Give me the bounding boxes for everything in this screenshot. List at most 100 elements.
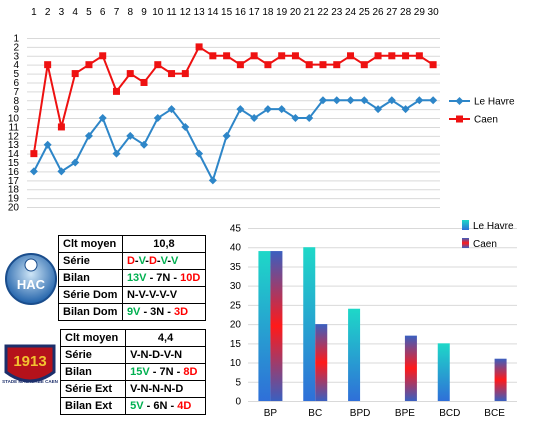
row-label: Série Dom [58, 286, 123, 304]
data-point [222, 131, 231, 140]
row-value: 15V - 7N - 8D [125, 363, 206, 381]
data-point [167, 105, 176, 114]
row-label: Bilan [59, 363, 127, 381]
x-tick-label: BPD [350, 408, 371, 419]
data-point [153, 114, 162, 123]
table-row: Bilan 15V - 7N - 8D [59, 363, 206, 381]
x-tick-label: 19 [276, 7, 288, 18]
row-label: Série [58, 252, 123, 270]
value-part: V [138, 255, 146, 267]
row-label: Clt moyen [59, 329, 127, 347]
value-part: V-N-N-N-D [130, 383, 184, 395]
data-point [29, 167, 38, 176]
x-tick-label: 24 [345, 7, 357, 18]
x-tick-label: 15 [221, 7, 233, 18]
y-tick-label: 18 [8, 185, 20, 196]
y-tick-label: 40 [230, 243, 242, 254]
x-tick-label: 21 [304, 7, 316, 18]
y-tick-label: 5 [235, 377, 241, 388]
data-point [346, 96, 355, 105]
data-point [181, 122, 190, 131]
caen-crest-icon: 1913 STADE MALHERBE CAEN [2, 344, 58, 384]
value-part: V [160, 255, 168, 267]
data-point [85, 61, 93, 69]
bar-caen [494, 358, 507, 401]
data-point [347, 52, 355, 60]
data-point [223, 52, 231, 60]
y-tick-label: 45 [230, 224, 242, 235]
data-point [57, 123, 65, 131]
data-point [415, 52, 423, 60]
value-part: - 7N - [146, 272, 181, 284]
x-tick-label: 12 [180, 7, 192, 18]
table-row: Bilan Dom 9V - 3N - 3D [58, 303, 207, 321]
row-label: Bilan Dom [58, 303, 123, 321]
x-tick-label: BPE [395, 408, 415, 419]
x-tick-label: 7 [114, 7, 120, 18]
value-part: V [171, 255, 179, 267]
havre-logo-text: HAC [17, 277, 46, 292]
data-point [98, 114, 107, 123]
value-part: - [145, 255, 149, 267]
caen-logo-text: STADE MALHERBE CAEN [2, 379, 58, 384]
x-tick-label: 22 [317, 7, 329, 18]
value-part: - 3N - [140, 306, 175, 318]
data-point [84, 131, 93, 140]
data-point [333, 61, 341, 69]
bar-havre [437, 343, 450, 401]
y-tick-label: 20 [8, 203, 20, 214]
x-tick-label: 20 [290, 7, 302, 18]
row-label: Clt moyen [58, 235, 123, 253]
table-row: Bilan 13V - 7N - 10D [58, 269, 207, 287]
data-point [429, 61, 437, 69]
value-part: - 7N - [149, 366, 184, 378]
x-tick-label: BP [264, 408, 278, 419]
x-tick-label: 29 [414, 7, 426, 18]
y-tick-label: 8 [13, 96, 19, 107]
table-row: Bilan Ext 5V - 6N - 4D [59, 397, 206, 415]
data-point [318, 96, 327, 105]
y-tick-label: 17 [8, 176, 20, 187]
y-tick-label: 14 [8, 149, 20, 160]
row-value: D-V-D-V-V [121, 252, 207, 270]
legend-label: Le Havre [473, 221, 514, 232]
data-point [236, 105, 245, 114]
bar-caen [270, 251, 283, 401]
table-row: Série Ext V-N-N-N-D [59, 380, 206, 398]
row-value: 10,8 [121, 235, 207, 253]
data-point [57, 167, 66, 176]
y-tick-label: 1 [13, 34, 19, 45]
x-tick-label: 1 [31, 7, 37, 18]
value-part: 5V [130, 400, 144, 412]
value-part: D [148, 255, 157, 267]
value-part: 9V [126, 306, 141, 318]
table-row: Clt moyen 4,4 [59, 329, 206, 347]
data-point [263, 105, 272, 114]
data-point [388, 52, 396, 60]
data-point [112, 87, 120, 95]
value-part: 4D [177, 400, 192, 412]
value-part: - 6N - [143, 400, 178, 412]
y-tick-label: 30 [230, 281, 242, 292]
value-part: 4,4 [157, 332, 174, 344]
x-tick-label: 13 [194, 7, 206, 18]
bar-caen [404, 335, 417, 401]
caen-stats-table: Clt moyen 4,4 Série V-N-D-V-N Bilan 15V … [59, 329, 206, 415]
data-point [140, 140, 149, 149]
data-point [181, 70, 189, 78]
value-part: 8D [183, 366, 198, 378]
value-part: 3D [174, 306, 189, 318]
data-point [44, 61, 52, 69]
row-value: 13V - 7N - 10D [121, 269, 207, 287]
bar-havre [303, 247, 316, 401]
data-point [319, 61, 327, 69]
x-tick-label: BCD [439, 408, 460, 419]
bar-havre [348, 308, 361, 401]
data-point [30, 150, 38, 158]
y-tick-label: 0 [235, 397, 241, 408]
y-tick-label: 10 [230, 358, 242, 369]
x-tick-label: 17 [249, 7, 261, 18]
data-point [112, 149, 121, 158]
